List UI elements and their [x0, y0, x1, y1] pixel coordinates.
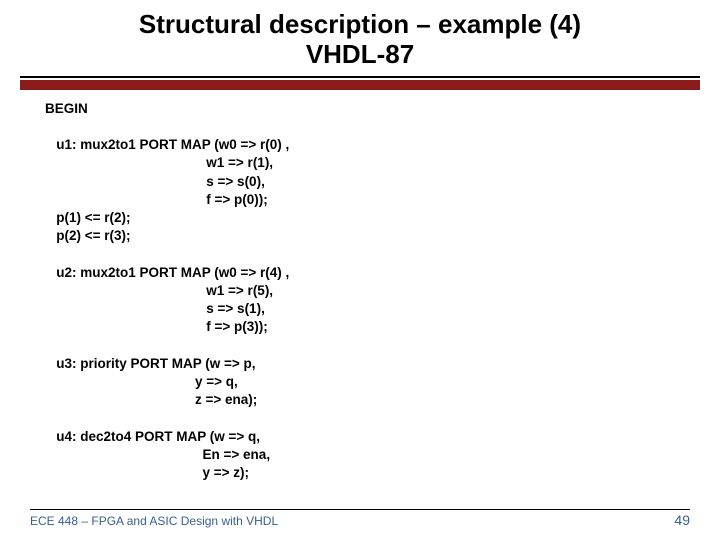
code-begin: BEGIN: [45, 101, 88, 116]
slide-title: Structural description – example (4) VHD…: [0, 10, 720, 76]
code-u1-4: f => p(0));: [45, 192, 268, 207]
title-line-2: VHDL-87: [306, 39, 414, 69]
code-block: BEGIN u1: mux2to1 PORT MAP (w0 => r(0) ,…: [0, 90, 720, 540]
page-number: 49: [674, 512, 690, 528]
rule-thin: [20, 76, 700, 78]
code-u3-2: y => q,: [45, 374, 238, 389]
slide: Structural description – example (4) VHD…: [0, 0, 720, 540]
course-label: ECE 448 – FPGA and ASIC Design with VHDL: [30, 514, 278, 528]
code-u4-2: En => ena,: [45, 447, 270, 462]
code-u2-3: s => s(1),: [45, 301, 265, 316]
code-u1-2: w1 => r(1),: [45, 155, 273, 170]
code-u4-3: y => z);: [45, 465, 249, 480]
code-u1-3: s => s(0),: [45, 174, 265, 189]
footer-rule: [30, 509, 690, 510]
code-p1: p(1) <= r(2);: [45, 210, 131, 225]
code-u1-1: u1: mux2to1 PORT MAP (w0 => r(0) ,: [45, 137, 289, 152]
footer: ECE 448 – FPGA and ASIC Design with VHDL…: [30, 512, 690, 528]
code-u2-1: u2: mux2to1 PORT MAP (w0 => r(4) ,: [45, 265, 289, 280]
code-p2: p(2) <= r(3);: [45, 228, 131, 243]
code-u4-1: u4: dec2to4 PORT MAP (w => q,: [45, 429, 260, 444]
title-line-1: Structural description – example (4): [139, 9, 581, 39]
code-u3-1: u3: priority PORT MAP (w => p,: [45, 356, 256, 371]
title-rule: [0, 76, 720, 90]
code-u2-2: w1 => r(5),: [45, 283, 273, 298]
rule-thick: [20, 80, 700, 90]
code-u2-4: f => p(3));: [45, 319, 268, 334]
code-u3-3: z => ena);: [45, 392, 257, 407]
